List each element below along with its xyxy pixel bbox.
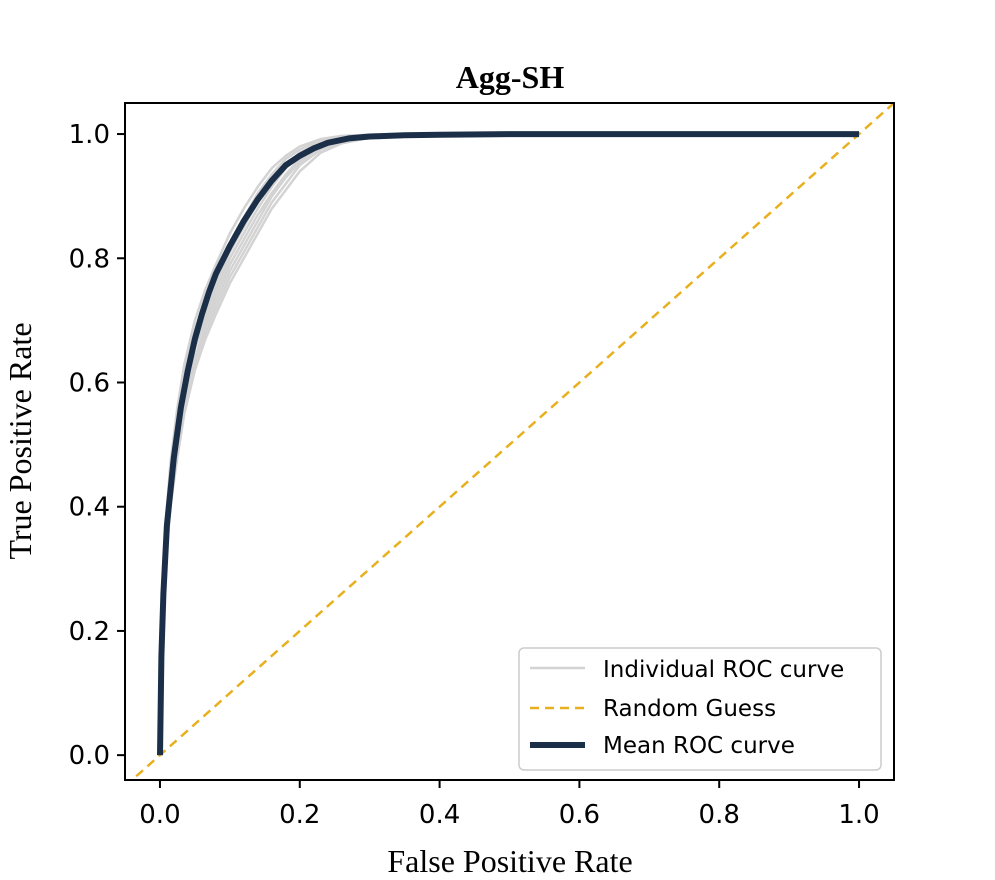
legend-label-random: Random Guess xyxy=(603,696,776,722)
random-guess-layer xyxy=(130,103,894,780)
x-tick-label: 0.4 xyxy=(419,800,460,830)
legend-frame xyxy=(518,647,882,771)
legend-label-mean: Mean ROC curve xyxy=(603,733,795,759)
y-tick-label: 1.0 xyxy=(69,120,110,150)
x-tick-label: 1.0 xyxy=(838,800,879,830)
y-tick-label: 0.4 xyxy=(69,493,110,523)
axes-frame xyxy=(124,102,895,781)
y-tick-label: 0.6 xyxy=(69,368,110,398)
x-tick-label: 0.0 xyxy=(139,800,180,830)
mean-curve-layer xyxy=(157,131,859,756)
legend: Individual ROC curve Random Guess Mean R… xyxy=(518,647,882,771)
x-tick-label: 0.6 xyxy=(559,800,600,830)
plot-area xyxy=(130,103,894,780)
x-axis-ticks: 0.0 0.2 0.4 0.6 0.8 1.0 xyxy=(139,780,880,830)
y-axis-ticks: 0.0 0.2 0.4 0.6 0.8 1.0 xyxy=(69,120,125,771)
random-guess-line xyxy=(130,103,894,780)
x-tick-label: 0.8 xyxy=(699,800,740,830)
chart-title: Agg-SH xyxy=(456,59,565,95)
mean-roc-curve xyxy=(157,131,859,756)
legend-label-individual: Individual ROC curve xyxy=(603,657,844,683)
y-tick-label: 0.2 xyxy=(69,617,110,647)
x-axis-label: False Positive Rate xyxy=(387,843,632,879)
y-axis-label: True Positive Rate xyxy=(2,322,38,559)
y-tick-label: 0.8 xyxy=(69,244,110,274)
x-tick-label: 0.2 xyxy=(279,800,320,830)
y-tick-label: 0.0 xyxy=(69,741,110,771)
